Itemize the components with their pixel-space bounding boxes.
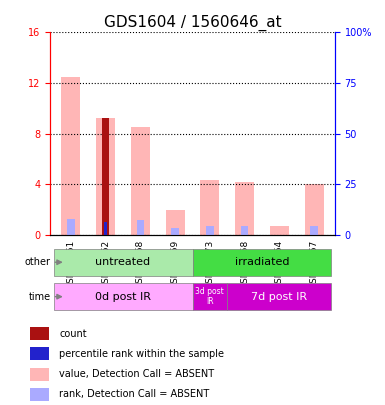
Bar	[137, 220, 144, 235]
Bar	[305, 184, 324, 235]
Bar	[30, 347, 49, 360]
Bar	[61, 77, 80, 235]
Text: time: time	[28, 292, 51, 302]
Bar	[54, 283, 192, 310]
Text: irradiated: irradiated	[235, 257, 289, 267]
Bar	[192, 249, 331, 276]
Text: value, Detection Call = ABSENT: value, Detection Call = ABSENT	[59, 369, 214, 379]
Bar	[241, 226, 248, 235]
Bar	[30, 368, 49, 381]
Title: GDS1604 / 1560646_at: GDS1604 / 1560646_at	[104, 15, 281, 31]
Text: rank, Detection Call = ABSENT: rank, Detection Call = ABSENT	[59, 390, 210, 399]
Bar	[96, 119, 115, 235]
Bar	[310, 226, 318, 235]
Bar	[206, 226, 214, 235]
Bar	[227, 283, 331, 310]
Bar	[102, 119, 109, 235]
Text: 3d post
IR: 3d post IR	[196, 287, 224, 306]
Bar	[131, 127, 150, 235]
Text: count: count	[59, 329, 87, 339]
Bar	[235, 182, 254, 235]
Bar	[200, 181, 219, 235]
Text: percentile rank within the sample: percentile rank within the sample	[59, 349, 224, 359]
Bar	[30, 388, 49, 401]
Bar	[166, 210, 185, 235]
Bar	[192, 283, 227, 310]
Bar	[171, 228, 179, 235]
Text: other: other	[25, 257, 51, 267]
Text: 0d post IR: 0d post IR	[95, 292, 151, 302]
Text: 7d post IR: 7d post IR	[251, 292, 307, 302]
Bar	[104, 222, 107, 235]
Text: untreated: untreated	[95, 257, 151, 267]
Bar	[270, 226, 289, 235]
Bar	[67, 219, 75, 235]
Bar	[54, 249, 192, 276]
Bar	[30, 327, 49, 340]
